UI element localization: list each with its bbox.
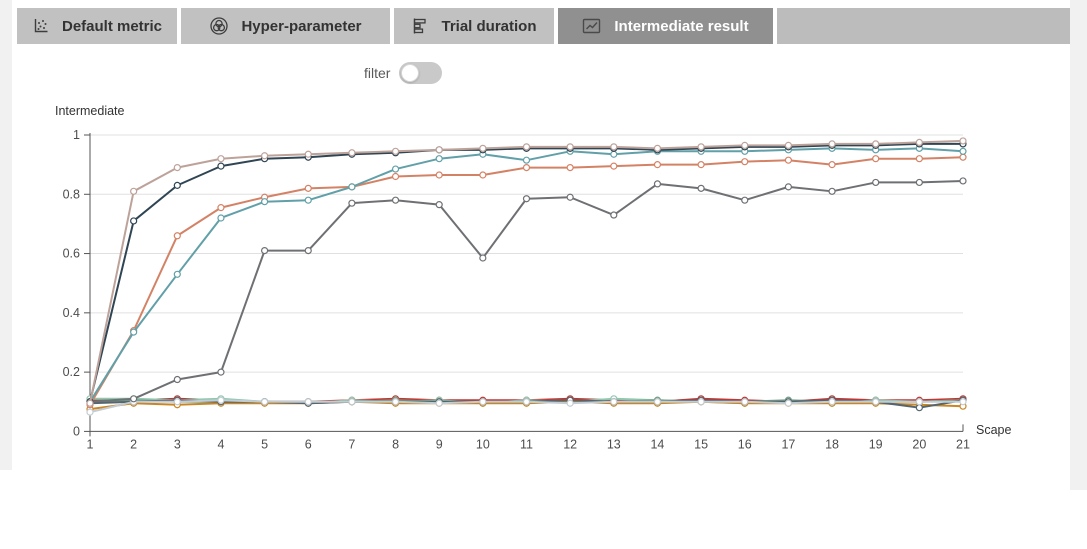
venn-icon [209,16,229,36]
svg-text:2: 2 [130,437,137,451]
tab-label: Trial duration [441,17,537,35]
chart-x-axis-title: Scape [976,423,1012,437]
svg-text:15: 15 [694,437,708,451]
svg-text:10: 10 [476,437,490,451]
tab-label: Default metric [61,17,163,35]
tab-trial-duration[interactable]: Trial duration [394,8,554,44]
svg-text:0.6: 0.6 [63,247,80,261]
line-chart-icon [582,17,602,35]
svg-text:19: 19 [869,437,883,451]
svg-text:0.8: 0.8 [63,187,80,201]
tab-default-metric[interactable]: Default metric [17,8,177,44]
svg-text:20: 20 [912,437,926,451]
svg-text:17: 17 [781,437,795,451]
svg-text:16: 16 [738,437,752,451]
filter-toggle-knob [401,64,420,82]
page-margin-left [0,0,12,470]
svg-text:1: 1 [87,437,94,451]
svg-text:9: 9 [436,437,443,451]
svg-text:21: 21 [956,437,970,451]
tab-label: Hyper-parameter [241,17,362,35]
chart-canvas[interactable]: 00.20.40.60.811 2 3 4 5 6 7 8 9 10 11 12 13 14 15 16 17 1… [40,120,1052,470]
svg-text:6: 6 [305,437,312,451]
tab-label: Intermediate result [614,17,749,35]
tab-hyper-parameter[interactable]: Hyper-parameter [181,8,390,44]
svg-text:12: 12 [563,437,577,451]
svg-text:0: 0 [73,424,80,438]
filter-toggle[interactable] [399,62,443,84]
svg-text:0.4: 0.4 [63,306,80,320]
svg-text:18: 18 [825,437,839,451]
svg-text:14: 14 [650,437,664,451]
page-margin-right [1070,0,1087,490]
svg-text:13: 13 [607,437,621,451]
intermediate-result-chart[interactable]: 0 0.2 0.4 0.6 0.8 1 1 2 3 4 5 6 7 8 9 10 11 12 13 14 15 16 17 1… [40,120,1052,470]
tab-bar: Default metric Hyper-parameter Trial dur… [17,8,1070,44]
bar-chart-horizontal-icon [411,17,429,35]
svg-text:11: 11 [520,437,533,451]
svg-text:0.2: 0.2 [63,365,80,379]
svg-text:5: 5 [261,437,268,451]
tab-intermediate-result[interactable]: Intermediate result [558,8,773,44]
tab-bar-filler [777,8,1070,44]
svg-text:1: 1 [73,128,80,142]
scatter-chart-icon [32,17,50,35]
svg-text:7: 7 [348,437,355,451]
svg-text:4: 4 [217,437,224,451]
filter-control: filter [364,60,443,86]
filter-label: filter [364,65,391,81]
svg-text:8: 8 [392,437,399,451]
svg-text:3: 3 [174,437,181,451]
chart-y-axis-title: Intermediate [55,104,125,118]
